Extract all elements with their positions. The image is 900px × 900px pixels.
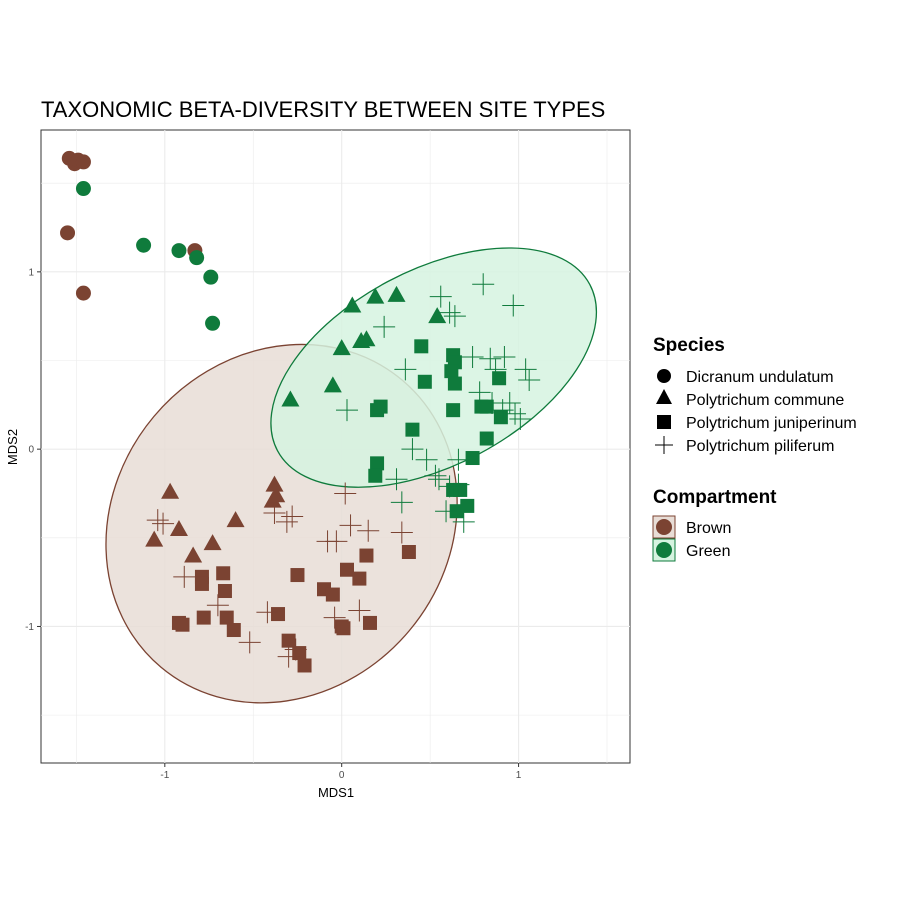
point-green-square xyxy=(444,364,458,378)
point-brown-square xyxy=(290,568,304,582)
point-brown-square xyxy=(220,611,234,625)
point-brown-square xyxy=(216,566,230,580)
point-brown-square xyxy=(176,618,190,632)
legend-compartment-label: Green xyxy=(686,543,730,560)
point-brown-square xyxy=(271,607,285,621)
legend-compartment-label: Brown xyxy=(686,520,731,537)
point-green-square xyxy=(494,410,508,424)
legend-item-dicranum-undulatum: Dicranum undulatum xyxy=(657,369,834,386)
point-brown-square xyxy=(359,549,373,563)
legend-species-label: Polytrichum juniperinum xyxy=(686,415,857,432)
point-green-square xyxy=(448,377,462,391)
point-green-circle xyxy=(189,250,204,265)
y-tick-label: 1 xyxy=(28,267,34,278)
point-green-square xyxy=(368,469,382,483)
legend-species-label: Polytrichum piliferum xyxy=(686,438,834,455)
point-brown-square xyxy=(402,545,416,559)
legend-item-brown: Brown xyxy=(653,516,731,538)
legend-circle-icon xyxy=(657,369,671,383)
legend-species-title: Species xyxy=(653,335,725,356)
legend-green-circle-icon xyxy=(656,542,672,558)
x-tick-label: 0 xyxy=(339,770,345,781)
x-axis-title: MDS1 xyxy=(318,785,354,800)
y-tick-label: 0 xyxy=(28,445,34,456)
point-green-square xyxy=(492,371,506,385)
point-green-circle xyxy=(76,181,91,196)
point-green-circle xyxy=(136,238,151,253)
point-brown-square xyxy=(195,577,209,591)
legend-cross-icon xyxy=(655,436,673,454)
legend-item-polytrichum-commune: Polytrichum commune xyxy=(656,389,844,409)
point-green-square xyxy=(460,499,474,513)
legend-brown-circle-icon xyxy=(656,519,672,535)
point-green-circle xyxy=(205,316,220,331)
legend-item-polytrichum-piliferum: Polytrichum piliferum xyxy=(655,436,834,455)
point-brown-square xyxy=(292,646,306,660)
point-brown-square xyxy=(340,563,354,577)
legend-compartment-title: Compartment xyxy=(653,487,777,508)
x-tick-label: 1 xyxy=(516,770,522,781)
x-tick-label: -1 xyxy=(160,770,169,781)
point-brown-square xyxy=(336,621,350,635)
point-green-square xyxy=(446,403,460,417)
point-green-square xyxy=(466,451,480,465)
y-tick-label: -1 xyxy=(25,622,34,633)
legend-triangle-icon xyxy=(656,389,672,404)
point-green-square xyxy=(374,400,388,414)
point-brown-square xyxy=(282,634,296,648)
point-brown-circle xyxy=(76,154,91,169)
point-green-circle xyxy=(171,243,186,258)
point-brown-square xyxy=(326,588,340,602)
legend-species-label: Dicranum undulatum xyxy=(686,369,834,386)
point-green-square xyxy=(405,423,419,437)
y-axis-title: MDS2 xyxy=(5,429,20,465)
point-brown-circle xyxy=(60,225,75,240)
point-brown-square xyxy=(352,572,366,586)
point-green-square xyxy=(418,375,432,389)
point-brown-square xyxy=(218,584,232,598)
chart-title: TAXONOMIC BETA-DIVERSITY BETWEEN SITE TY… xyxy=(41,97,605,122)
legend-item-green: Green xyxy=(653,539,730,561)
point-brown-square xyxy=(227,623,241,637)
point-brown-square xyxy=(298,658,312,672)
legend-species-label: Polytrichum commune xyxy=(686,392,844,409)
point-brown-circle xyxy=(76,286,91,301)
point-brown-square xyxy=(197,611,211,625)
legend: Species Dicranum undulatum Polytrichum c… xyxy=(653,335,857,561)
legend-square-icon xyxy=(657,415,671,429)
point-green-circle xyxy=(203,270,218,285)
point-brown-square xyxy=(363,616,377,630)
point-green-square xyxy=(370,456,384,470)
point-green-square xyxy=(480,432,494,446)
legend-item-polytrichum-juniperinum: Polytrichum juniperinum xyxy=(657,415,857,432)
point-green-square xyxy=(414,339,428,353)
